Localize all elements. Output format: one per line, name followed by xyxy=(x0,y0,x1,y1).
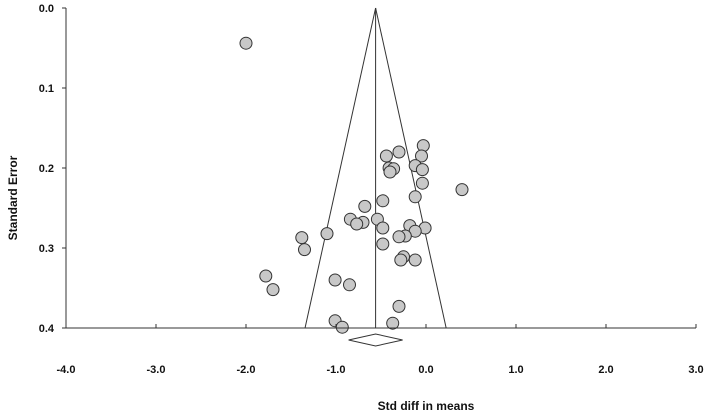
y-axis-title: Standard Error xyxy=(6,155,20,240)
study-point xyxy=(415,176,429,190)
study-point xyxy=(259,269,273,283)
x-tick-label: -4.0 xyxy=(57,364,76,376)
study-point xyxy=(328,273,342,287)
study-point xyxy=(350,217,364,231)
study-point xyxy=(415,163,429,177)
x-axis-title: Std diff in means xyxy=(378,399,475,413)
study-point xyxy=(376,237,390,251)
study-point xyxy=(335,320,349,334)
y-tick-label: 0.1 xyxy=(39,83,54,95)
study-point xyxy=(376,194,390,208)
study-point xyxy=(298,243,311,257)
study-point xyxy=(295,231,309,245)
study-point xyxy=(358,199,372,213)
study-point xyxy=(415,149,428,163)
x-tick-label: -1.0 xyxy=(327,364,346,376)
study-point xyxy=(394,253,408,267)
y-tick-label: 0.4 xyxy=(39,323,55,335)
study-point xyxy=(392,299,406,313)
x-tick-label: 2.0 xyxy=(598,364,613,376)
plot-area xyxy=(239,7,469,347)
study-point xyxy=(266,283,280,297)
study-point xyxy=(320,227,334,241)
axes: 0.0 0.1 0.2 0.3 0.4 -4.0 -3.0 -2.0 -1.0 0.0 1.0 2.0… xyxy=(39,3,704,376)
x-tick-label: 1.0 xyxy=(508,364,523,376)
study-point xyxy=(376,221,390,235)
y-tick-label: 0.2 xyxy=(39,163,54,175)
x-tick-label: 3.0 xyxy=(688,364,703,376)
study-point xyxy=(383,165,397,179)
x-tick-label: -2.0 xyxy=(237,364,256,376)
study-point xyxy=(239,36,253,50)
y-tick-label: 0.3 xyxy=(39,243,54,255)
study-point xyxy=(392,145,406,159)
funnel-left-line xyxy=(304,7,377,329)
study-point xyxy=(386,316,400,330)
study-point xyxy=(408,190,422,204)
study-point xyxy=(392,230,406,244)
study-point xyxy=(455,183,469,197)
y-tick-label: 0.0 xyxy=(39,3,54,15)
x-tick-label: -3.0 xyxy=(147,364,166,376)
study-point xyxy=(408,253,422,267)
study-point xyxy=(343,278,356,292)
summary-diamond xyxy=(348,333,403,347)
study-point xyxy=(379,149,393,163)
x-tick-label: 0.0 xyxy=(418,364,433,376)
